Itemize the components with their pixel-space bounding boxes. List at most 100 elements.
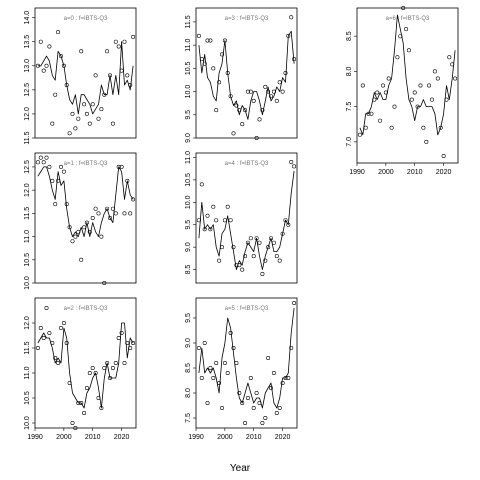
model-line bbox=[37, 41, 134, 115]
observed-point bbox=[268, 94, 273, 99]
panel-frame bbox=[34, 152, 137, 284]
observed-point bbox=[44, 63, 49, 68]
panel-title: a=6 : f=IBTS-Q3 bbox=[386, 16, 430, 22]
observed-point bbox=[222, 38, 227, 43]
observed-point bbox=[93, 73, 98, 78]
y-tick-label: 10.0 bbox=[185, 195, 192, 209]
observed-point bbox=[56, 360, 61, 365]
panel-1: a=1 : f=IBTS-Q3 10.0 10.5 11.0 11.5 12.0 12.5 bbox=[24, 152, 137, 290]
observed-point bbox=[122, 360, 127, 365]
observed-point bbox=[67, 225, 72, 230]
model-line bbox=[359, 14, 456, 136]
observed-point bbox=[277, 80, 282, 85]
observed-point bbox=[205, 213, 210, 218]
observed-point bbox=[61, 63, 66, 68]
observed-point bbox=[61, 169, 66, 174]
observed-point bbox=[35, 63, 40, 68]
y-tick-label: 8.5 bbox=[185, 265, 192, 275]
observed-point bbox=[50, 340, 55, 345]
observed-point bbox=[202, 61, 207, 66]
model-line bbox=[198, 307, 295, 409]
observed-point bbox=[222, 360, 227, 365]
observed-point bbox=[128, 211, 133, 216]
observed-point bbox=[251, 98, 256, 103]
observed-point bbox=[99, 107, 104, 112]
observed-point bbox=[404, 27, 409, 32]
observed-point bbox=[196, 33, 201, 38]
x-tick-label: 2010 bbox=[246, 434, 262, 441]
observed-point bbox=[79, 49, 84, 54]
observed-point bbox=[90, 216, 95, 221]
observed-point bbox=[58, 164, 63, 169]
x-tick-label: 2000 bbox=[217, 434, 233, 441]
observed-point bbox=[237, 263, 242, 268]
observed-point bbox=[93, 370, 98, 375]
observed-point bbox=[119, 164, 124, 169]
observed-point bbox=[70, 420, 75, 425]
observed-point bbox=[64, 340, 69, 345]
observed-point bbox=[248, 236, 253, 241]
observed-point bbox=[441, 154, 446, 159]
observed-point bbox=[220, 405, 225, 410]
observed-point bbox=[421, 125, 426, 130]
observed-point bbox=[70, 239, 75, 244]
x-tick-label: 2020 bbox=[114, 434, 130, 441]
observed-point bbox=[96, 116, 101, 121]
panel-2: a=2 : f=IBTS-Q3 10.0 10.5 11.0 11.5 12.0 1990 2… bbox=[24, 297, 137, 441]
observed-point bbox=[389, 125, 394, 130]
observed-point bbox=[266, 89, 271, 94]
observed-point bbox=[211, 375, 216, 380]
observed-point bbox=[283, 375, 288, 380]
x-tick-label: 2020 bbox=[436, 169, 452, 176]
observed-point bbox=[73, 126, 78, 131]
observed-point bbox=[125, 340, 130, 345]
observed-point bbox=[432, 69, 437, 74]
observed-point bbox=[401, 6, 406, 11]
observed-point bbox=[280, 89, 285, 94]
y-tick-label: 12.5 bbox=[24, 83, 31, 97]
observed-point bbox=[409, 97, 414, 102]
observed-point bbox=[79, 400, 84, 405]
panel-frame bbox=[195, 152, 298, 284]
y-tick-label: 11.0 bbox=[185, 151, 192, 164]
observed-point bbox=[82, 410, 87, 415]
y-tick-label: 11.0 bbox=[24, 230, 31, 243]
y-tick-label: 11.5 bbox=[185, 15, 192, 28]
panel-0: a=0 : f=IBTS-Q3 11.5 12.0 12.5 13.0 13.5 14.0 bbox=[24, 7, 137, 145]
model-line bbox=[198, 170, 295, 271]
observed-point bbox=[116, 335, 121, 340]
y-tick-label: 10.5 bbox=[24, 253, 31, 267]
observed-point bbox=[208, 38, 213, 43]
panel-frame bbox=[195, 7, 298, 139]
observed-point bbox=[277, 258, 282, 263]
panel-title: a=0 : f=IBTS-Q3 bbox=[64, 16, 108, 22]
observed-point bbox=[217, 380, 222, 385]
y-tick-label: 8.5 bbox=[185, 363, 192, 373]
y-tick-label: 8.0 bbox=[185, 388, 192, 398]
observed-point bbox=[240, 400, 245, 405]
observed-point bbox=[76, 229, 81, 234]
observed-point bbox=[398, 34, 403, 39]
observed-point bbox=[70, 111, 75, 116]
observed-point bbox=[372, 97, 377, 102]
observed-point bbox=[375, 90, 380, 95]
y-tick-label: 11.5 bbox=[24, 207, 31, 220]
observed-point bbox=[271, 89, 276, 94]
observed-point bbox=[289, 15, 294, 20]
observed-point bbox=[254, 236, 259, 241]
observed-point bbox=[257, 240, 262, 245]
observed-point bbox=[263, 84, 268, 89]
observed-point bbox=[73, 234, 78, 239]
observed-point bbox=[271, 240, 276, 245]
y-tick-label: 13.0 bbox=[24, 59, 31, 73]
observed-point bbox=[113, 360, 118, 365]
observed-point bbox=[266, 245, 271, 250]
panel-frame bbox=[34, 297, 137, 429]
observed-point bbox=[292, 57, 297, 62]
x-tick-label: 2000 bbox=[56, 434, 72, 441]
observed-point bbox=[228, 330, 233, 335]
y-tick-label: 11.0 bbox=[24, 366, 31, 379]
observed-point bbox=[251, 254, 256, 259]
observed-point bbox=[257, 117, 262, 122]
observed-point bbox=[102, 280, 107, 285]
